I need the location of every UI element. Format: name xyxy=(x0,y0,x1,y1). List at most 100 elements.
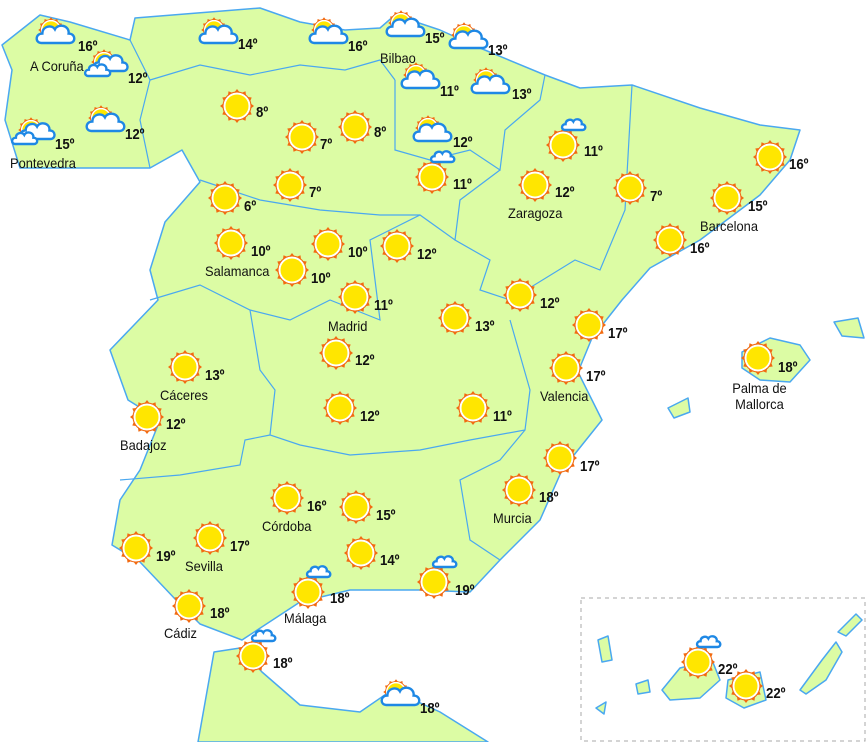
temperature: 10º xyxy=(348,244,368,261)
temperature: 10º xyxy=(311,270,331,287)
sun-icon xyxy=(215,84,259,128)
temperature: 22º xyxy=(718,661,738,678)
temperature: 17º xyxy=(580,458,600,475)
city-label: Cádiz xyxy=(164,625,197,641)
sun-icon xyxy=(203,176,247,220)
city-label: Valencia xyxy=(540,388,589,404)
sun-icon xyxy=(538,436,582,480)
sun-cloud-icon xyxy=(306,17,350,62)
sun-icon xyxy=(333,275,377,319)
temperature: 10º xyxy=(251,243,271,260)
sun-icon xyxy=(705,176,749,220)
sun-cloud-icon xyxy=(410,150,456,199)
temperature: 16º xyxy=(348,38,368,55)
temperature: 13º xyxy=(205,367,225,384)
sun-icon xyxy=(163,345,207,389)
temperature: 15º xyxy=(425,30,445,47)
sun-icon xyxy=(265,476,309,520)
temperature: 18º xyxy=(330,590,350,607)
temperature: 18º xyxy=(210,605,230,622)
city-label: Madrid xyxy=(328,318,368,334)
temperature: 18º xyxy=(778,359,798,376)
city-label: Zaragoza xyxy=(508,205,563,221)
temperature: 11º xyxy=(374,297,393,314)
canary-inset-frame xyxy=(580,597,866,742)
city-label: A Coruña xyxy=(30,58,84,74)
sun-cloud-icon xyxy=(468,67,512,112)
region-borders xyxy=(119,39,633,561)
city-label: Badajoz xyxy=(120,437,167,453)
sun-icon xyxy=(334,485,378,529)
temperature: 6º xyxy=(244,198,257,215)
ibiza xyxy=(667,397,691,419)
temperature: 12º xyxy=(125,126,145,143)
sun-icon xyxy=(280,115,324,159)
temperature: 12º xyxy=(555,184,575,201)
temperature: 15º xyxy=(748,198,768,215)
temperature: 18º xyxy=(420,700,440,717)
temperature: 17º xyxy=(608,325,628,342)
sun-icon xyxy=(375,224,419,268)
city-label: Barcelona xyxy=(700,218,759,234)
sun-icon xyxy=(724,664,768,708)
sun-icon xyxy=(608,166,652,210)
canary-el-hierro xyxy=(595,701,607,715)
temperature: 13º xyxy=(512,86,532,103)
sun-icon xyxy=(648,218,692,262)
temperature: 12º xyxy=(355,352,375,369)
temperature: 15º xyxy=(55,136,75,153)
temperature: 8º xyxy=(374,124,387,141)
temperature: 12º xyxy=(453,134,473,151)
sun-cloud-icon xyxy=(83,105,127,150)
sun-icon xyxy=(333,105,377,149)
temperature: 13º xyxy=(488,42,508,59)
sun-cloud-icon xyxy=(196,17,240,62)
sun-cloud-icon xyxy=(410,115,454,160)
temperature: 12º xyxy=(166,416,186,433)
sun-cloud-icon xyxy=(10,117,57,162)
temperature: 12º xyxy=(417,246,437,263)
temperature: 16º xyxy=(307,498,327,515)
sun-cloud-icon xyxy=(383,10,427,55)
canary-lanzarote xyxy=(837,613,863,637)
temperature: 17º xyxy=(586,368,606,385)
temperature: 12º xyxy=(128,70,148,87)
temperature: 13º xyxy=(475,318,495,335)
sun-cloud-icon xyxy=(33,17,77,62)
sun-cloud-icon xyxy=(398,62,442,107)
sun-icon xyxy=(188,516,232,560)
temperature: 7º xyxy=(320,136,333,153)
sun-icon xyxy=(736,336,780,380)
temperature: 15º xyxy=(376,507,396,524)
sun-icon xyxy=(318,386,362,430)
city-label: Palma de Mallorca xyxy=(732,380,787,412)
sun-icon xyxy=(339,531,383,575)
temperature: 16º xyxy=(690,240,710,257)
sun-cloud-icon xyxy=(83,49,130,94)
temperature: 8º xyxy=(256,104,269,121)
temperature: 18º xyxy=(539,489,559,506)
temperature: 17º xyxy=(230,538,250,555)
sun-icon xyxy=(209,221,253,265)
temperature: 19º xyxy=(156,548,176,565)
sun-cloud-icon xyxy=(676,635,722,684)
temperature: 14º xyxy=(238,36,258,53)
sun-icon xyxy=(314,331,358,375)
canary-la-gomera xyxy=(635,679,651,695)
sun-icon xyxy=(567,303,611,347)
temperature: 7º xyxy=(650,188,663,205)
temperature: 11º xyxy=(440,83,459,100)
sun-icon xyxy=(433,296,477,340)
canary-la-palma xyxy=(597,635,613,663)
city-label: Salamanca xyxy=(205,263,270,279)
canary-fuerteventura xyxy=(799,641,843,695)
temperature: 11º xyxy=(453,176,472,193)
city-label: Cáceres xyxy=(160,387,208,403)
city-label: Córdoba xyxy=(262,518,312,534)
temperature: 16º xyxy=(789,156,809,173)
sun-icon xyxy=(451,386,495,430)
sun-icon xyxy=(125,395,169,439)
city-label: Murcia xyxy=(493,510,532,526)
temperature: 18º xyxy=(273,655,293,672)
